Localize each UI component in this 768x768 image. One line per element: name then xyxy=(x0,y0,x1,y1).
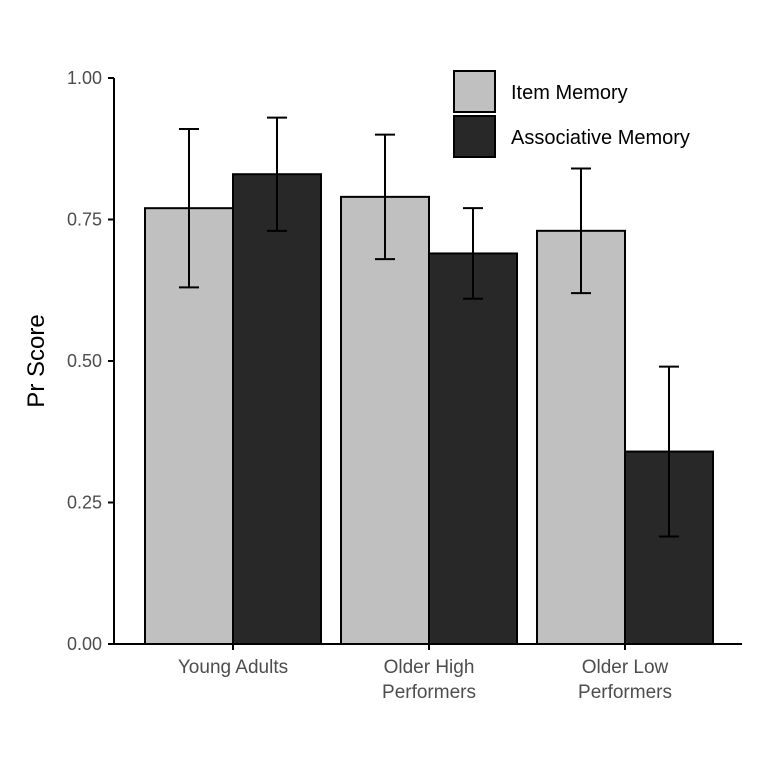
y-axis: 0.00 0.25 0.50 0.75 1.00 xyxy=(67,68,115,654)
x-tick-label: Older Low xyxy=(582,657,669,678)
x-tick-label: Young Adults xyxy=(178,657,288,678)
bar-item-memory xyxy=(536,229,626,645)
legend-label: Item Memory xyxy=(511,82,628,104)
error-bars xyxy=(179,116,679,538)
bar-item-memory xyxy=(340,195,430,646)
legend: Item Memory Associative Memory xyxy=(453,70,690,158)
y-tick-label: 0.00 xyxy=(67,634,102,654)
x-tick-label: Older High xyxy=(384,657,475,678)
bars xyxy=(144,173,714,646)
bar-associative-memory xyxy=(624,450,714,645)
y-axis-title: Pr Score xyxy=(23,314,50,407)
x-tick-label: Performers xyxy=(578,682,672,703)
x-tick-label: Performers xyxy=(382,682,476,703)
y-tick-label: 0.25 xyxy=(67,493,102,513)
legend-swatch xyxy=(453,115,496,158)
legend-swatch xyxy=(453,70,496,113)
legend-label: Associative Memory xyxy=(511,127,690,149)
y-tick-label: 0.75 xyxy=(67,210,102,230)
bar-associative-memory xyxy=(232,173,322,645)
y-tick-label: 0.50 xyxy=(67,351,102,371)
y-tick-label: 1.00 xyxy=(67,68,102,88)
bar-associative-memory xyxy=(428,252,518,646)
x-axis: Young Adults Older High Performers Older Lo… xyxy=(114,643,742,703)
